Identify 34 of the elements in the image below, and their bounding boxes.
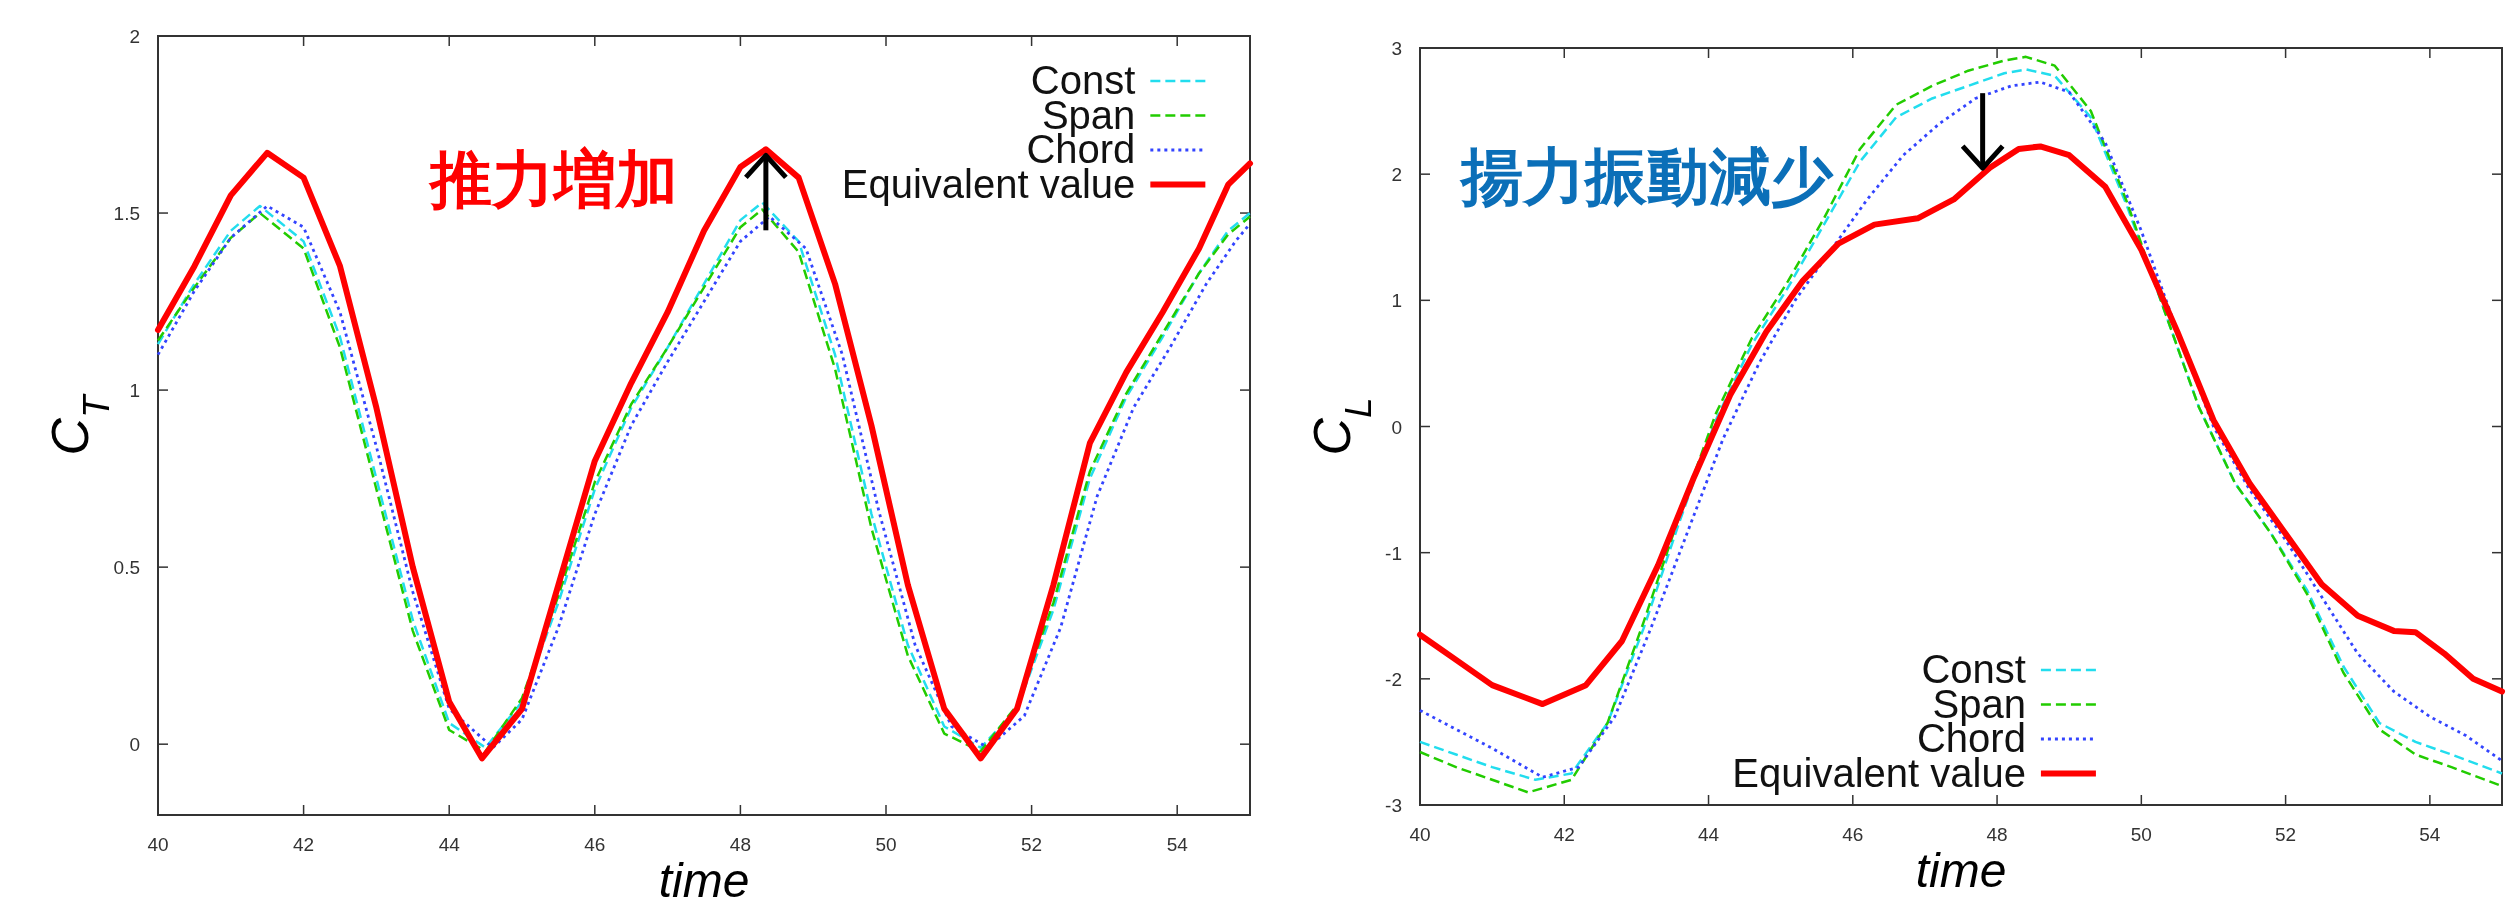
y-tick-label: 2	[129, 26, 140, 47]
y-tick-label: -3	[1385, 795, 1402, 816]
x-tick-label: 54	[1166, 834, 1189, 855]
y-tick-label: 0	[129, 734, 140, 756]
x-tick-label: 48	[729, 834, 751, 855]
annotation: 推力増加	[427, 143, 678, 216]
x-tick-label: 40	[147, 834, 169, 855]
x-tick-label: 50	[875, 834, 897, 855]
y-tick-label: -1	[1385, 542, 1402, 564]
y-tick-label: 1	[129, 380, 140, 402]
y-tick-label: -2	[1385, 668, 1402, 690]
x-tick-label: 42	[293, 834, 315, 855]
y-tick-label: 0	[1391, 416, 1402, 438]
x-tick-label: 46	[1842, 824, 1864, 845]
annotation: 揚力振動減少	[1458, 140, 1834, 213]
x-tick-label: 44	[1697, 824, 1720, 845]
y-tick-label: 0.5	[113, 557, 140, 579]
y-tick-label: 2	[1391, 164, 1402, 186]
x-tick-label: 52	[2275, 824, 2297, 845]
x-tick-label: 46	[584, 834, 606, 855]
x-tick-label: 54	[2419, 824, 2441, 845]
x-tick-label: 44	[438, 834, 461, 855]
legend-label: Const	[1921, 647, 2026, 691]
x-tick-label: 52	[1021, 834, 1043, 855]
y-tick-label: 1.5	[113, 203, 140, 225]
x-tick-label: 50	[2130, 824, 2152, 845]
legend-label: Const	[1030, 58, 1136, 102]
x-tick-label: 40	[1409, 824, 1431, 845]
x-tick-label: 48	[1986, 824, 2008, 845]
y-tick-label: 3	[1391, 38, 1402, 59]
x-axis-title: time	[658, 854, 750, 899]
x-axis-title: time	[1915, 844, 2007, 897]
y-tick-label: 1	[1391, 290, 1402, 312]
x-tick-label: 42	[1553, 824, 1575, 845]
